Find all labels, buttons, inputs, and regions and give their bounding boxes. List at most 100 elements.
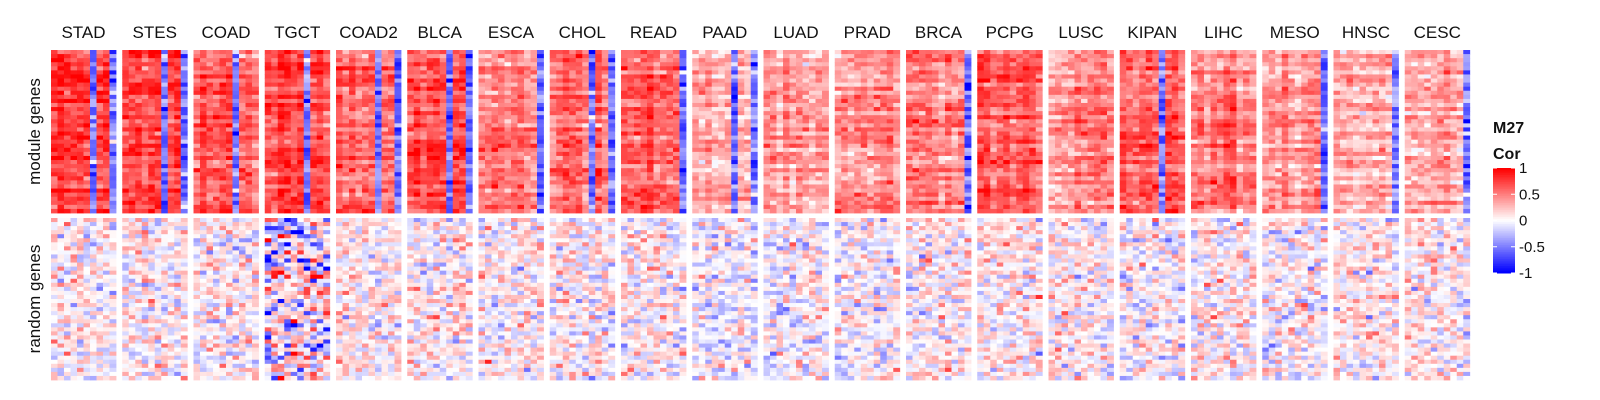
heat-cell xyxy=(433,107,441,112)
heat-cell xyxy=(174,274,182,280)
heat-cell xyxy=(161,266,169,272)
heat-cell xyxy=(388,242,395,247)
heat-cell xyxy=(83,127,91,132)
heat-cell xyxy=(297,151,305,157)
heat-cell xyxy=(439,246,447,251)
module-block-tgct xyxy=(264,50,331,214)
heat-cell xyxy=(90,226,97,231)
heat-cell xyxy=(245,102,253,108)
heat-cell xyxy=(491,74,499,79)
heat-cell xyxy=(277,282,285,288)
heat-cell xyxy=(375,143,382,149)
heat-cell xyxy=(128,111,136,116)
heat-cell xyxy=(252,282,259,288)
heat-cell xyxy=(161,168,169,173)
heat-cell xyxy=(355,375,363,381)
heat-cell xyxy=(135,168,143,173)
heat-cell xyxy=(232,234,240,239)
heat-cell xyxy=(420,135,428,141)
heat-cell xyxy=(511,62,518,67)
heat-cell xyxy=(452,168,460,173)
heat-cell xyxy=(413,359,421,365)
heat-cell xyxy=(128,218,136,223)
heat-cell xyxy=(232,299,240,304)
heat-cell xyxy=(77,200,84,206)
heat-cell xyxy=(433,371,441,377)
random-block-coad2 xyxy=(336,218,402,381)
heat-cell xyxy=(180,343,188,348)
heat-cell xyxy=(446,270,454,276)
heat-cell xyxy=(413,151,421,157)
heat-cell xyxy=(407,238,415,243)
heat-cell xyxy=(252,226,259,231)
heat-cell xyxy=(355,78,363,84)
heat-cell xyxy=(413,343,421,348)
heat-cell xyxy=(426,62,434,67)
heat-cell xyxy=(303,147,311,153)
heat-cell xyxy=(206,66,214,71)
heat-cell xyxy=(200,86,207,92)
heat-cell xyxy=(446,111,454,116)
heat-cell xyxy=(109,258,117,263)
heat-cell xyxy=(109,58,117,63)
heat-cell xyxy=(303,200,311,206)
heat-cell xyxy=(180,238,188,243)
heat-cell xyxy=(180,62,188,67)
heat-cell xyxy=(478,94,486,100)
heat-cell xyxy=(459,74,467,79)
heat-cell xyxy=(452,54,460,59)
heat-cell xyxy=(141,86,149,92)
heat-cell xyxy=(336,230,343,235)
heat-cell xyxy=(103,258,110,263)
heat-cell xyxy=(277,58,285,63)
heat-cell xyxy=(349,270,356,276)
heat-cell xyxy=(290,78,298,84)
heat-cell xyxy=(51,164,58,169)
heat-cell xyxy=(284,66,292,71)
module-block-coad2 xyxy=(336,50,402,214)
heat-cell xyxy=(465,327,473,332)
heat-cell xyxy=(290,315,298,320)
heat-cell xyxy=(446,164,454,169)
heat-cell xyxy=(128,204,136,210)
heat-cell xyxy=(90,246,97,251)
heat-cell xyxy=(51,274,58,280)
heat-cell xyxy=(213,90,220,96)
heat-cell xyxy=(128,339,136,344)
heat-cell xyxy=(433,250,441,255)
heat-cell xyxy=(245,107,253,112)
heat-cell xyxy=(303,98,311,104)
heat-cell xyxy=(368,102,376,108)
heat-cell xyxy=(420,164,428,169)
heat-cell xyxy=(452,196,460,202)
heat-cell xyxy=(180,222,188,227)
heat-cell xyxy=(362,363,369,369)
heat-cell xyxy=(239,151,246,157)
heat-cell xyxy=(310,147,318,153)
heat-cell xyxy=(180,327,188,332)
heat-cell xyxy=(135,62,143,67)
heat-cell xyxy=(135,335,143,340)
heat-cell xyxy=(446,208,454,214)
heat-cell xyxy=(323,278,331,284)
heat-cell xyxy=(70,74,78,79)
heat-cell xyxy=(388,266,395,272)
heat-cell xyxy=(83,82,91,88)
heat-cell xyxy=(148,208,156,214)
heat-cell xyxy=(148,164,156,169)
heat-cell xyxy=(310,331,318,336)
heat-cell xyxy=(349,303,356,308)
heat-cell xyxy=(355,151,363,157)
heat-cell xyxy=(439,347,447,353)
heat-cell xyxy=(154,262,162,267)
heat-cell xyxy=(83,111,91,116)
heat-cell xyxy=(375,74,382,79)
heat-cell xyxy=(64,50,71,55)
heat-cell xyxy=(407,58,415,63)
heat-cell xyxy=(452,290,460,296)
heat-cell xyxy=(407,242,415,247)
heat-cell xyxy=(135,282,143,288)
heat-cell xyxy=(433,98,441,104)
heat-cell xyxy=(375,238,382,243)
heat-cell xyxy=(426,294,434,300)
